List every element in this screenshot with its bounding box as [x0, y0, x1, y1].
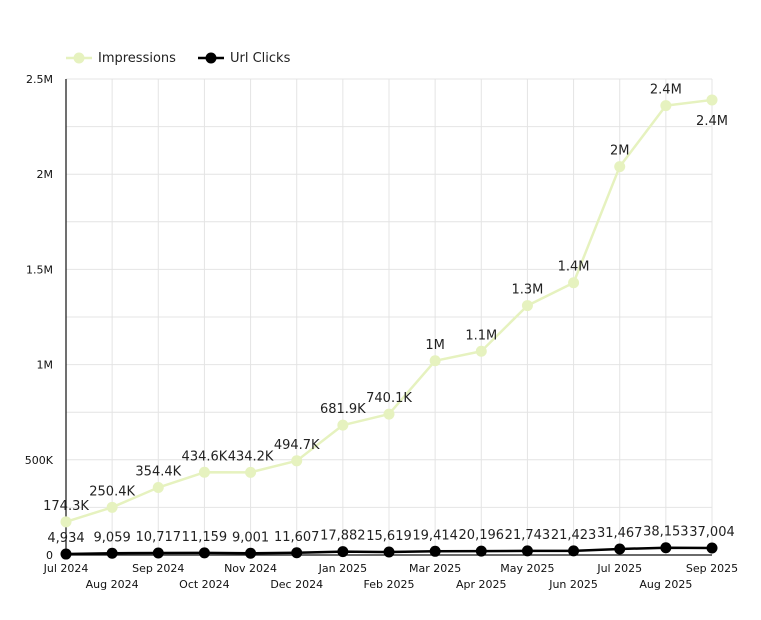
x-tick-label: May 2025	[500, 562, 554, 575]
x-tick-label: Jul 2025	[596, 562, 642, 575]
data-point[interactable]	[614, 543, 626, 555]
data-label-url-clicks: 21,423	[551, 528, 597, 543]
x-tick-label: Jul 2024	[43, 562, 89, 575]
legend-marker	[205, 52, 217, 64]
data-label-url-clicks: 19,414	[412, 528, 458, 543]
y-tick-label: 1M	[37, 359, 54, 372]
axes: 0 500K 1M 1.5M 2M 2.5M Jul 2024 Aug 2024 Sep 202…	[25, 73, 738, 591]
y-tick-label: 2.5M	[26, 73, 53, 86]
legend-label: Url Clicks	[230, 51, 291, 66]
data-point[interactable]	[429, 355, 441, 367]
x-tick-label: Apr 2025	[456, 578, 507, 591]
data-label-url-clicks: 11,159	[182, 530, 228, 545]
data-point[interactable]	[614, 161, 626, 173]
data-label-url-clicks: 15,619	[366, 529, 412, 544]
data-point[interactable]	[337, 546, 349, 558]
data-label-url-clicks: 31,467	[597, 526, 643, 541]
data-point[interactable]	[337, 419, 349, 431]
data-point[interactable]	[706, 94, 718, 106]
data-label-impressions: 681.9K	[320, 402, 366, 417]
data-label-impressions: 250.4K	[89, 484, 135, 499]
data-point[interactable]	[106, 501, 118, 513]
data-label-impressions: 354.4K	[135, 465, 181, 480]
x-tick-label: Sep 2024	[132, 562, 184, 575]
data-point[interactable]	[521, 300, 533, 312]
data-label-impressions: 494.7K	[274, 438, 320, 453]
x-tick-label: Jan 2025	[318, 562, 367, 575]
data-label-impressions: 740.1K	[366, 391, 412, 406]
data-label-url-clicks: 10,717	[136, 530, 182, 545]
data-label-impressions: 174.3K	[43, 499, 89, 514]
x-tick-label: Sep 2025	[686, 562, 738, 575]
data-label-impressions: 2.4M	[650, 83, 682, 98]
y-tick-label: 1.5M	[26, 263, 53, 276]
data-label-impressions: 2M	[610, 144, 630, 159]
x-tick-label: Oct 2024	[179, 578, 230, 591]
legend-marker	[73, 52, 85, 64]
data-label-url-clicks: 4,934	[47, 531, 84, 546]
data-point[interactable]	[475, 545, 487, 557]
data-label-url-clicks: 9,059	[94, 530, 131, 545]
x-tick-label: Jun 2025	[548, 578, 598, 591]
data-label-url-clicks: 17,882	[320, 529, 366, 544]
y-tick-label: 0	[46, 549, 53, 562]
data-point[interactable]	[60, 516, 72, 528]
data-label-url-clicks: 38,153	[643, 525, 689, 540]
x-tick-label: Aug 2025	[639, 578, 692, 591]
data-label-impressions: 434.2K	[228, 449, 274, 464]
data-point[interactable]	[198, 547, 210, 559]
data-point[interactable]	[568, 277, 580, 289]
data-label-impressions: 2.4M	[696, 114, 728, 129]
x-tick-label: Nov 2024	[224, 562, 277, 575]
data-label-url-clicks: 37,004	[689, 525, 735, 540]
data-point[interactable]	[568, 545, 580, 557]
data-point[interactable]	[475, 345, 487, 357]
data-label-impressions: 1.1M	[465, 328, 497, 343]
data-point[interactable]	[245, 466, 257, 478]
data-point[interactable]	[291, 455, 303, 467]
x-tick-label: Mar 2025	[409, 562, 461, 575]
x-tick-label: Feb 2025	[364, 578, 415, 591]
data-point[interactable]	[521, 545, 533, 557]
series-lines	[60, 94, 718, 560]
x-tick-label: Aug 2024	[86, 578, 139, 591]
data-label-impressions: 1.3M	[511, 283, 543, 298]
data-label-impressions: 1M	[425, 338, 445, 353]
data-label-url-clicks: 9,001	[232, 530, 269, 545]
data-point[interactable]	[660, 100, 672, 112]
data-label-url-clicks: 21,743	[505, 528, 551, 543]
data-point[interactable]	[429, 545, 441, 557]
data-point[interactable]	[383, 546, 395, 558]
legend-item-url-clicks[interactable]: Url Clicks	[198, 51, 291, 66]
data-point[interactable]	[660, 542, 672, 554]
data-point[interactable]	[60, 548, 72, 560]
data-point[interactable]	[245, 547, 257, 559]
data-label-impressions: 1.4M	[558, 260, 590, 275]
data-point[interactable]	[383, 408, 395, 420]
data-point[interactable]	[106, 547, 118, 559]
x-tick-label: Dec 2024	[270, 578, 323, 591]
chart-legend[interactable]: Impressions Url Clicks	[66, 51, 291, 66]
y-tick-label: 2M	[37, 168, 54, 181]
data-point[interactable]	[198, 466, 210, 478]
data-label-url-clicks: 11,607	[274, 530, 320, 545]
legend-item-impressions[interactable]: Impressions	[66, 51, 176, 66]
y-tick-label: 500K	[25, 454, 54, 467]
data-label-url-clicks: 20,196	[459, 528, 505, 543]
data-point[interactable]	[706, 542, 718, 554]
legend-label: Impressions	[98, 51, 176, 66]
data-label-impressions: 434.6K	[182, 449, 228, 464]
data-point[interactable]	[152, 547, 164, 559]
data-point[interactable]	[152, 482, 164, 494]
data-point[interactable]	[291, 547, 303, 559]
